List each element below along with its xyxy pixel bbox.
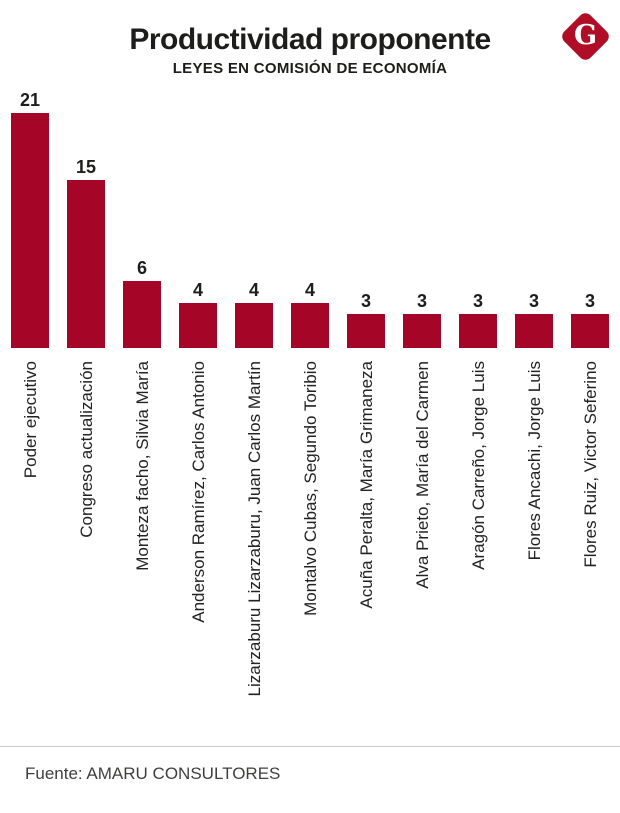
category-label: Flores Ruiz, Victor Seferino bbox=[580, 361, 600, 568]
bar-cell: 21 bbox=[2, 88, 58, 348]
bar-cell: 4 bbox=[282, 88, 338, 348]
bar-cell: 3 bbox=[338, 88, 394, 348]
category-label-cell: Flores Ancachi, Jorge Luis bbox=[506, 348, 562, 746]
bar-value-label: 3 bbox=[472, 291, 483, 312]
category-label: Montalvo Cubas, Segundo Toribio bbox=[300, 361, 320, 616]
bar bbox=[123, 280, 161, 348]
category-label-cell: Monteza facho, Silvia María bbox=[114, 348, 170, 746]
category-label-cell: Alva Prieto, María del Carmen bbox=[394, 348, 450, 746]
category-label-cell: Montalvo Cubas, Segundo Toribio bbox=[282, 348, 338, 746]
bar-cell: 3 bbox=[562, 88, 618, 348]
bar-cell: 3 bbox=[450, 88, 506, 348]
bar-value-label: 3 bbox=[360, 291, 371, 312]
bar bbox=[179, 303, 217, 348]
chart-footer: Fuente: AMARU CONSULTORES bbox=[0, 746, 620, 784]
bar-value-label: 4 bbox=[192, 280, 203, 301]
category-label-cell: Anderson Ramírez, Carlos Antonio bbox=[170, 348, 226, 746]
category-label-cell: Congreso actualización bbox=[58, 348, 114, 746]
category-label-cell: Lizarzaburu Lizarzaburu, Juan Carlos Mar… bbox=[226, 348, 282, 746]
footer-divider bbox=[0, 746, 620, 747]
bar-value-label: 3 bbox=[416, 291, 427, 312]
bar-cell: 4 bbox=[170, 88, 226, 348]
category-label: Lizarzaburu Lizarzaburu, Juan Carlos Mar… bbox=[244, 361, 264, 697]
chart-subtitle: LEYES EN COMISIÓN DE ECONOMÍA bbox=[172, 60, 448, 77]
bar-cell: 3 bbox=[506, 88, 562, 348]
category-label: Monteza facho, Silvia María bbox=[132, 361, 152, 571]
category-label: Anderson Ramírez, Carlos Antonio bbox=[188, 361, 208, 623]
chart-header: Productividad proponente LEYES EN COMISI… bbox=[0, 0, 620, 78]
bar bbox=[571, 314, 609, 348]
bars-row: 21 15 6 4 4 4 3 3 3 3 3 bbox=[2, 88, 620, 348]
bar bbox=[11, 112, 49, 348]
bar bbox=[459, 314, 497, 348]
page-title: Productividad proponente bbox=[129, 23, 491, 56]
category-labels-row: Poder ejecutivo Congreso actualización Mon… bbox=[2, 348, 620, 746]
bar bbox=[291, 303, 329, 348]
source-text: Fuente: AMARU CONSULTORES bbox=[25, 764, 281, 783]
bar-value-label: 3 bbox=[528, 291, 539, 312]
category-label: Flores Ancachi, Jorge Luis bbox=[524, 361, 544, 561]
bar bbox=[403, 314, 441, 348]
category-label-cell: Flores Ruiz, Victor Seferino bbox=[562, 348, 618, 746]
bar-value-label: 21 bbox=[19, 89, 41, 110]
bar bbox=[235, 303, 273, 348]
category-label-cell: Poder ejecutivo bbox=[2, 348, 58, 746]
bar-value-label: 6 bbox=[136, 257, 147, 278]
category-label-cell: Aragón Carreño, Jorge Luis bbox=[450, 348, 506, 746]
bar-chart: 21 15 6 4 4 4 3 3 3 3 3 Poder ejecutivo Congreso ac… bbox=[0, 88, 620, 746]
bar bbox=[67, 180, 105, 348]
bar-value-label: 3 bbox=[584, 291, 595, 312]
category-label: Acuña Peralta, María Grimaneza bbox=[356, 361, 376, 609]
logo-letter: G bbox=[573, 20, 598, 51]
bar-cell: 3 bbox=[394, 88, 450, 348]
category-label: Congreso actualización bbox=[76, 361, 96, 538]
bar-cell: 6 bbox=[114, 88, 170, 348]
category-label: Alva Prieto, María del Carmen bbox=[412, 361, 432, 589]
category-label: Aragón Carreño, Jorge Luis bbox=[468, 361, 488, 570]
bar-cell: 15 bbox=[58, 88, 114, 348]
category-label: Poder ejecutivo bbox=[20, 361, 40, 479]
bar-value-label: 4 bbox=[248, 280, 259, 301]
bar bbox=[347, 314, 385, 348]
bar bbox=[515, 314, 553, 348]
bar-cell: 4 bbox=[226, 88, 282, 348]
bar-value-label: 4 bbox=[304, 280, 315, 301]
category-label-cell: Acuña Peralta, María Grimaneza bbox=[338, 348, 394, 746]
bar-value-label: 15 bbox=[75, 157, 97, 177]
